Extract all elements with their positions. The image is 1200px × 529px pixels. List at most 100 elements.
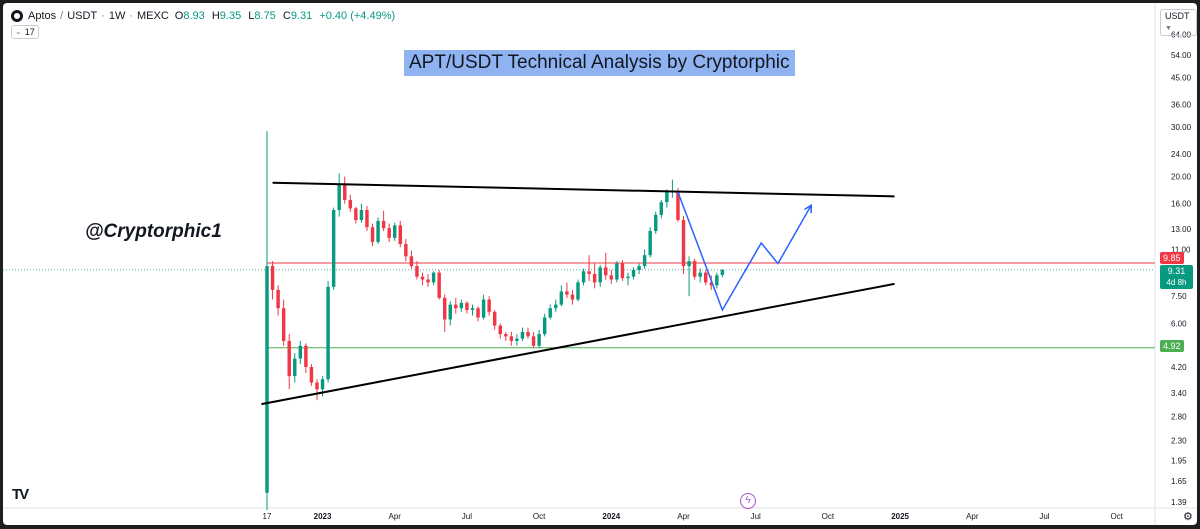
candle xyxy=(476,306,480,322)
time-tick-label: Jul xyxy=(751,512,761,521)
candle-body xyxy=(415,266,419,277)
upper-trendline[interactable] xyxy=(272,181,895,198)
price-tick-label: 45.00 xyxy=(1171,73,1192,82)
candle xyxy=(287,334,291,390)
candle-body xyxy=(542,317,547,335)
price-tick-label: 4.20 xyxy=(1171,363,1187,372)
chart-frame: 64.00 54.00 45.00 36.00 30.00 24.00 20.00 16.00… xyxy=(3,3,1197,525)
candle-body xyxy=(570,294,575,300)
candle xyxy=(276,285,280,316)
volume-indicator-pill[interactable]: ⌄ 17 xyxy=(11,25,39,39)
candle-body xyxy=(454,304,458,309)
currency-select[interactable]: USDT ▼ xyxy=(1160,9,1197,36)
time-tick-label: Oct xyxy=(822,512,835,521)
price-tick-label: 2.80 xyxy=(1171,413,1187,422)
candle-body xyxy=(648,230,652,256)
projection-arrowhead xyxy=(804,203,813,214)
time-tick-label: Oct xyxy=(1110,512,1123,521)
candle xyxy=(442,294,447,332)
price-tick-label: 1.39 xyxy=(1171,498,1187,507)
candle-body xyxy=(626,276,630,279)
resistance-price-tag: 9.85 xyxy=(1160,252,1184,264)
price-tick-label: 36.00 xyxy=(1171,101,1192,110)
candle xyxy=(715,272,719,289)
chart-canvas[interactable]: 64.0054.0045.0036.0030.0024.0020.0016.00… xyxy=(3,3,1197,525)
candle-body xyxy=(504,334,508,337)
candle xyxy=(520,327,525,341)
time-tick-label: 2023 xyxy=(314,512,332,521)
candle-body xyxy=(320,379,325,390)
volume-value: 17 xyxy=(24,27,35,37)
author-watermark: @Cryptorphic1 xyxy=(85,221,222,242)
candle-body xyxy=(604,267,608,276)
candle-body xyxy=(359,209,364,221)
candle-body xyxy=(381,220,386,229)
candle xyxy=(298,340,303,365)
candle-body xyxy=(676,190,680,221)
candle-body xyxy=(709,282,713,286)
candle-body xyxy=(459,302,464,309)
candle xyxy=(281,299,286,346)
exchange[interactable]: MEXC xyxy=(137,10,169,22)
candle xyxy=(587,255,591,281)
symbol-name[interactable]: Aptos xyxy=(28,10,57,22)
quote-currency[interactable]: USDT xyxy=(67,10,98,22)
candle-body xyxy=(554,304,558,309)
price-tick-label: 24.00 xyxy=(1171,150,1192,159)
candle xyxy=(631,267,636,280)
candle xyxy=(542,313,547,337)
candle xyxy=(492,309,497,330)
interval[interactable]: 1W xyxy=(108,10,126,22)
candle xyxy=(642,249,647,269)
candle-body xyxy=(715,275,719,286)
candle xyxy=(359,203,364,223)
tradingview-logo-icon[interactable]: TV xyxy=(12,486,29,503)
candle xyxy=(304,343,308,373)
candle xyxy=(270,261,275,300)
candle-body xyxy=(287,340,291,377)
price-tick-label: 16.00 xyxy=(1171,200,1192,209)
candle xyxy=(509,331,514,346)
candle-body xyxy=(720,269,725,275)
candle-body xyxy=(692,261,697,277)
candle xyxy=(393,222,397,241)
candle xyxy=(570,289,575,305)
last-price-value: 9.31 xyxy=(1167,266,1186,276)
candle-body xyxy=(704,272,708,283)
candle-body xyxy=(576,282,580,300)
support-price-tag: 4.92 xyxy=(1160,340,1184,352)
candle xyxy=(609,269,614,284)
candle xyxy=(354,206,358,224)
candle-body xyxy=(354,208,358,221)
candle xyxy=(465,301,469,314)
candle-body xyxy=(509,336,514,341)
candle xyxy=(704,269,708,286)
candle-body xyxy=(470,308,475,310)
lower-trendline[interactable] xyxy=(261,282,895,406)
candle-body xyxy=(343,184,347,200)
lightning-icon[interactable]: ϟ xyxy=(740,493,756,509)
candle-body xyxy=(442,297,447,320)
change-value: +0.40 (+4.49%) xyxy=(319,10,396,22)
ohlc-readout: O8.93 H9.35 L8.75 C9.31 +0.40 (+4.49%) xyxy=(175,10,395,22)
time-tick-label: 2025 xyxy=(891,512,909,521)
candle-body xyxy=(315,382,319,390)
candle-body xyxy=(409,256,414,267)
candle-body xyxy=(498,325,502,335)
candle xyxy=(415,261,419,280)
gear-icon[interactable]: ⚙ xyxy=(1183,511,1193,523)
candle xyxy=(431,271,436,286)
projected-path[interactable] xyxy=(677,191,812,312)
candle xyxy=(404,238,408,262)
candle-body xyxy=(687,261,691,267)
time-axis[interactable]: 17 2023 Apr Jul Oct 2024 Apr Jul Oct 2025 Apr Jul Oc… xyxy=(263,512,1124,521)
price-tick-label: 20.00 xyxy=(1171,172,1192,181)
candle xyxy=(559,285,564,307)
candle xyxy=(548,304,552,320)
candle xyxy=(620,259,625,281)
price-tick-label: 3.40 xyxy=(1171,389,1187,398)
currency-select-label: USDT xyxy=(1165,11,1190,21)
candle-body xyxy=(515,338,519,341)
candle xyxy=(581,268,586,286)
candle-body xyxy=(298,345,303,359)
